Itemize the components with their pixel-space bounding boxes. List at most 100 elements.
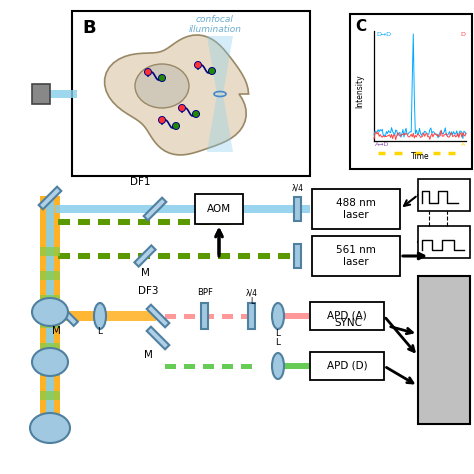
Bar [310, 302, 384, 330]
Bar [158, 219, 170, 225]
Ellipse shape [272, 303, 284, 329]
Bar [248, 303, 255, 329]
Bar [138, 219, 150, 225]
Text: λ/4: λ/4 [246, 288, 258, 297]
Bar [350, 14, 472, 169]
Bar [40, 391, 60, 400]
Text: L: L [275, 329, 281, 338]
Polygon shape [135, 246, 155, 266]
Ellipse shape [32, 298, 68, 326]
Bar [198, 253, 210, 259]
Bar [40, 415, 60, 424]
Text: B: B [82, 19, 96, 37]
Bar [78, 219, 90, 225]
Bar [284, 363, 309, 369]
Bar [294, 244, 301, 268]
Bar [312, 189, 400, 229]
Bar [40, 295, 60, 304]
Text: M: M [144, 350, 153, 360]
Bar [40, 343, 60, 352]
Bar [294, 197, 301, 221]
Text: C: C [355, 19, 366, 34]
Circle shape [158, 74, 165, 82]
Text: APD (A): APD (A) [327, 311, 367, 321]
Bar [222, 313, 233, 319]
Bar [47, 90, 77, 98]
Bar [238, 253, 250, 259]
Bar [165, 364, 176, 368]
Bar [201, 303, 209, 329]
Bar [203, 364, 214, 368]
Text: Intensity: Intensity [356, 75, 365, 109]
Bar [241, 313, 252, 319]
Ellipse shape [272, 353, 284, 379]
Polygon shape [39, 187, 61, 210]
Bar [198, 219, 210, 225]
Text: M: M [141, 268, 149, 278]
Bar [178, 253, 190, 259]
Bar [40, 367, 60, 376]
Bar [195, 194, 243, 224]
Bar [218, 253, 230, 259]
Bar [418, 179, 470, 211]
Text: 561 nm
laser: 561 nm laser [336, 245, 376, 267]
Bar [40, 319, 60, 328]
Bar [312, 236, 400, 276]
Circle shape [209, 67, 216, 74]
Text: λ/4: λ/4 [292, 183, 304, 192]
Polygon shape [207, 94, 233, 152]
Text: D: D [460, 32, 465, 37]
Bar [78, 253, 90, 259]
Bar [310, 352, 384, 380]
Text: confocal
illumination: confocal illumination [188, 15, 241, 35]
Circle shape [179, 104, 185, 111]
Bar [118, 253, 130, 259]
Bar [178, 219, 190, 225]
Bar [158, 253, 170, 259]
Bar [106, 311, 156, 321]
Text: 488 nm
laser: 488 nm laser [336, 198, 376, 220]
Bar [184, 313, 195, 319]
Text: APD (D): APD (D) [327, 361, 367, 371]
Bar [258, 253, 270, 259]
Bar [241, 364, 252, 368]
Polygon shape [146, 305, 169, 328]
Ellipse shape [94, 303, 106, 329]
Ellipse shape [135, 64, 189, 108]
Text: Time: Time [410, 152, 429, 161]
Bar [40, 196, 60, 442]
Polygon shape [146, 327, 169, 349]
Ellipse shape [30, 413, 70, 443]
Bar [98, 219, 110, 225]
Text: SYNC: SYNC [334, 318, 362, 328]
Bar [32, 83, 50, 103]
Bar [40, 271, 60, 280]
Polygon shape [207, 36, 233, 94]
Circle shape [192, 110, 200, 118]
Text: A: A [461, 142, 465, 147]
Bar [418, 276, 470, 424]
Circle shape [194, 62, 201, 69]
Polygon shape [58, 306, 78, 326]
Text: AOM: AOM [207, 204, 231, 214]
Bar [218, 219, 230, 225]
Bar [46, 196, 54, 442]
Bar [222, 364, 233, 368]
Text: DF1: DF1 [130, 177, 150, 187]
Bar [98, 253, 110, 259]
Circle shape [158, 117, 165, 124]
Ellipse shape [32, 348, 68, 376]
Bar [165, 313, 176, 319]
Bar [58, 219, 70, 225]
Text: BPF: BPF [197, 288, 213, 297]
Bar [55, 311, 95, 321]
Text: L: L [275, 338, 281, 347]
Text: L: L [250, 297, 254, 306]
Polygon shape [105, 35, 248, 155]
Bar [118, 219, 130, 225]
Bar [58, 253, 70, 259]
Bar [278, 253, 290, 259]
Bar [40, 247, 60, 256]
Bar [55, 205, 310, 213]
Bar [418, 226, 470, 258]
